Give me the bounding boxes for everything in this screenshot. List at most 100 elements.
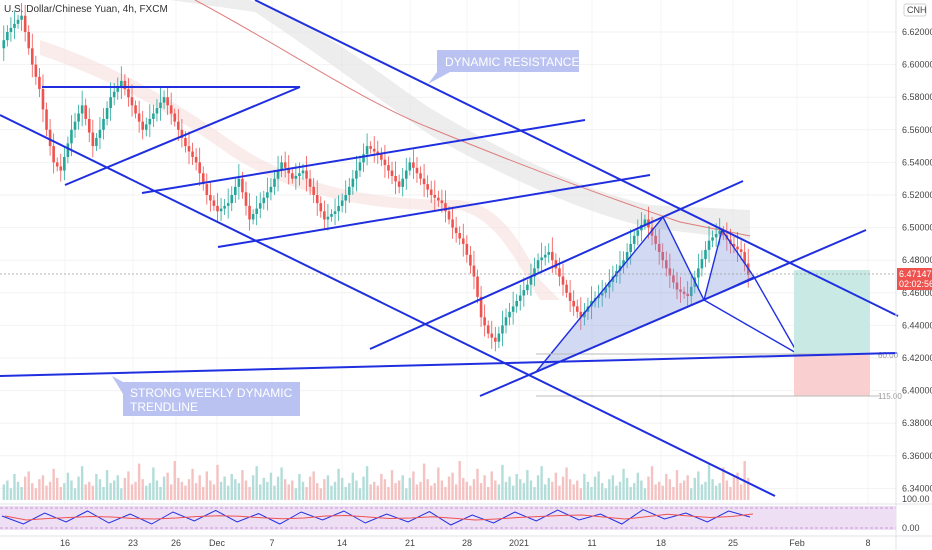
candle-body bbox=[77, 113, 80, 122]
volume-bar bbox=[120, 488, 123, 500]
price-badge-value: 6.47147 bbox=[899, 269, 932, 279]
volume-bar bbox=[679, 483, 682, 500]
candle-body bbox=[52, 146, 55, 163]
candle-body bbox=[515, 300, 518, 307]
candle-body bbox=[319, 203, 323, 212]
volume-bar bbox=[433, 483, 436, 500]
candle-body bbox=[437, 197, 440, 201]
volume-bar bbox=[647, 476, 650, 500]
volume-bar bbox=[333, 481, 337, 500]
volume-bar bbox=[451, 472, 454, 500]
volume-bar bbox=[519, 479, 522, 500]
volume-bar bbox=[476, 468, 479, 500]
candle-body bbox=[697, 268, 700, 278]
volume-bar bbox=[226, 485, 230, 500]
volume-bar bbox=[255, 466, 258, 500]
price-tick-label: 6.58000 bbox=[902, 92, 932, 102]
volume-bar bbox=[426, 479, 429, 500]
candle-body bbox=[458, 233, 462, 239]
price-badge-countdown: 02:02:56 bbox=[899, 279, 932, 289]
candle-body bbox=[333, 211, 337, 215]
volume-bar bbox=[66, 472, 70, 500]
candle-body bbox=[269, 186, 273, 193]
candle-body bbox=[41, 89, 45, 110]
candle-body bbox=[511, 306, 515, 312]
volume-bar bbox=[169, 484, 173, 500]
volume-bar bbox=[80, 466, 84, 500]
candle-body bbox=[347, 186, 351, 195]
candle-body bbox=[518, 295, 522, 301]
price-tick-label: 6.54000 bbox=[902, 157, 932, 167]
volume-bar bbox=[312, 471, 315, 500]
price-tick-label: 6.42000 bbox=[902, 353, 932, 363]
ma-line bbox=[194, 0, 751, 237]
volume-bar bbox=[84, 484, 87, 500]
candle-body bbox=[704, 249, 707, 260]
candle-body bbox=[508, 311, 511, 318]
volume-bar bbox=[358, 488, 362, 500]
candle-body bbox=[283, 162, 287, 168]
volume-bar bbox=[209, 480, 212, 500]
candle-body bbox=[137, 113, 141, 122]
candle-body bbox=[679, 289, 682, 292]
candle-body bbox=[130, 97, 134, 106]
rising-channel-upper bbox=[141, 119, 586, 194]
volume-bar bbox=[579, 488, 583, 500]
volume-bar bbox=[241, 470, 244, 500]
candle-body bbox=[397, 181, 401, 187]
candle-body bbox=[711, 237, 714, 241]
volume-bar bbox=[13, 474, 16, 500]
volume-bar bbox=[533, 487, 536, 500]
candle-body bbox=[337, 205, 340, 212]
time-tick-label: 21 bbox=[405, 538, 415, 548]
candle-body bbox=[123, 80, 127, 90]
candle-body bbox=[494, 337, 497, 342]
volume-bar bbox=[340, 477, 344, 500]
candle-body bbox=[216, 205, 219, 212]
candle-body bbox=[426, 184, 429, 190]
volume-bar bbox=[113, 480, 116, 500]
candle-body bbox=[27, 32, 31, 49]
volume-bar bbox=[576, 480, 579, 500]
candle-body bbox=[308, 178, 312, 187]
candle-body bbox=[9, 27, 13, 32]
volume-bar bbox=[20, 487, 23, 500]
volume-bar bbox=[31, 483, 34, 500]
volume-bar bbox=[287, 484, 290, 500]
volume-bar bbox=[497, 484, 501, 500]
volume-bar bbox=[540, 466, 543, 500]
candle-body bbox=[166, 97, 169, 106]
volume-bar bbox=[722, 467, 725, 500]
time-tick-label: 8 bbox=[865, 538, 870, 548]
volume-bar bbox=[657, 481, 661, 500]
candle-body bbox=[415, 167, 419, 174]
currency-box[interactable] bbox=[903, 3, 927, 17]
volume-bar bbox=[373, 481, 376, 500]
candle-body bbox=[629, 243, 632, 253]
candle-body bbox=[486, 325, 490, 334]
time-tick-label: Dec bbox=[209, 538, 226, 548]
time-axis[interactable]: 16 23 26 Dec 7 14 21 28 2021 11 18 25 Feb 8 bbox=[60, 538, 871, 548]
volume-bar bbox=[123, 477, 127, 500]
price-tick-label: 6.48000 bbox=[902, 255, 932, 265]
volume-bar bbox=[590, 487, 593, 500]
candle-body bbox=[98, 129, 102, 138]
price-axis[interactable]: 6.62000 6.60000 6.58000 6.56000 6.54000 6.520… bbox=[902, 27, 932, 493]
volume-bar bbox=[643, 488, 647, 500]
volume-bar bbox=[330, 485, 333, 500]
candle-body bbox=[116, 86, 120, 92]
volume-bar bbox=[693, 477, 696, 500]
volume-bar bbox=[422, 463, 426, 500]
volume-bar bbox=[522, 483, 526, 500]
candle-body bbox=[440, 200, 444, 204]
volume-bar bbox=[718, 483, 721, 500]
volume-bar bbox=[41, 475, 45, 500]
volume-bar bbox=[184, 485, 187, 500]
candle-body bbox=[184, 137, 187, 147]
volume-bar bbox=[369, 484, 372, 500]
volume-bar bbox=[739, 484, 743, 500]
candle-body bbox=[340, 200, 344, 206]
candle-body bbox=[543, 254, 547, 258]
volume-bar bbox=[59, 487, 62, 500]
